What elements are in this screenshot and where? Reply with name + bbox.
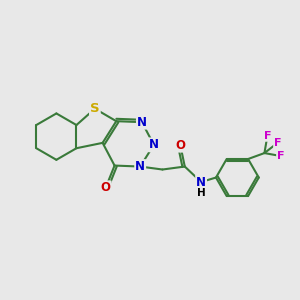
Text: O: O xyxy=(175,139,185,152)
Text: N: N xyxy=(135,160,145,173)
Text: O: O xyxy=(100,181,111,194)
Text: H: H xyxy=(197,188,206,198)
Text: N: N xyxy=(149,138,159,152)
Text: F: F xyxy=(277,151,284,161)
Text: N: N xyxy=(196,176,206,188)
Text: N: N xyxy=(137,116,147,129)
Text: S: S xyxy=(90,102,100,115)
Text: F: F xyxy=(264,131,271,141)
Text: F: F xyxy=(274,138,282,148)
